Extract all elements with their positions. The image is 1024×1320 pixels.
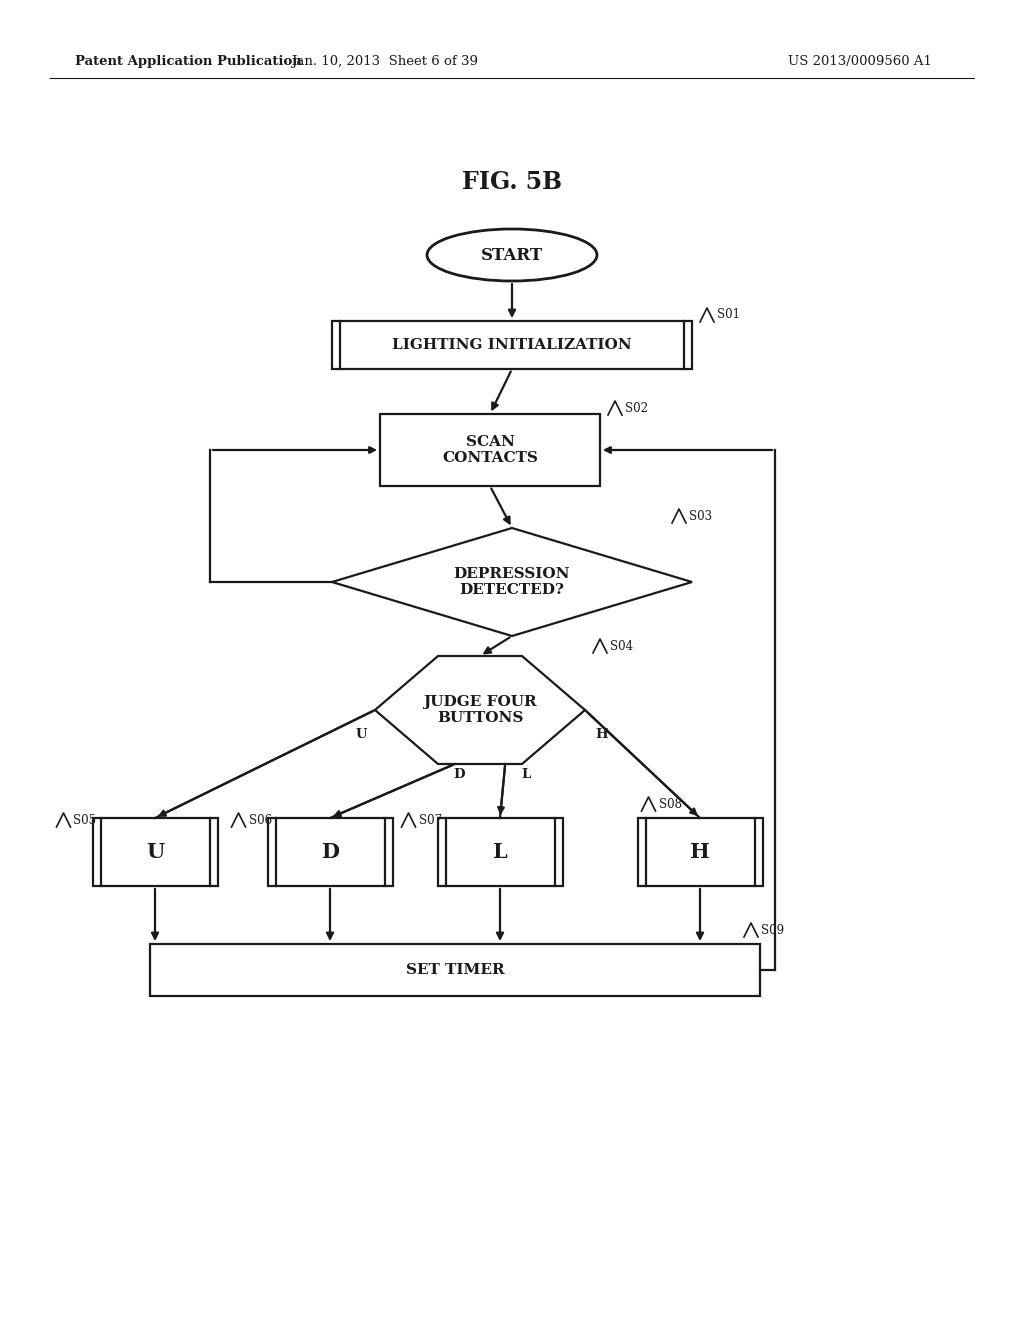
Text: S06: S06	[249, 813, 271, 826]
Text: U: U	[355, 729, 367, 741]
Text: S01: S01	[717, 309, 740, 322]
Text: H: H	[690, 842, 710, 862]
Text: LIGHTING INITIALIZATION: LIGHTING INITIALIZATION	[392, 338, 632, 352]
Text: Patent Application Publication: Patent Application Publication	[75, 55, 302, 69]
Text: JUDGE FOUR
BUTTONS: JUDGE FOUR BUTTONS	[423, 694, 537, 725]
Text: S04: S04	[610, 639, 633, 652]
Text: S05: S05	[74, 813, 96, 826]
Text: S08: S08	[658, 797, 682, 810]
Text: S09: S09	[761, 924, 784, 936]
Text: S07: S07	[419, 813, 441, 826]
Text: L: L	[521, 768, 530, 781]
Text: S03: S03	[689, 510, 712, 523]
Text: SET TIMER: SET TIMER	[406, 964, 504, 977]
Text: START: START	[481, 247, 543, 264]
Text: DEPRESSION
DETECTED?: DEPRESSION DETECTED?	[454, 566, 570, 597]
Text: L: L	[493, 842, 507, 862]
Text: S02: S02	[625, 401, 648, 414]
Text: D: D	[454, 768, 465, 781]
Text: H: H	[595, 729, 607, 741]
Text: US 2013/0009560 A1: US 2013/0009560 A1	[788, 55, 932, 69]
Text: D: D	[321, 842, 339, 862]
Text: FIG. 5B: FIG. 5B	[462, 170, 562, 194]
Text: U: U	[145, 842, 164, 862]
Text: SCAN
CONTACTS: SCAN CONTACTS	[442, 434, 538, 465]
Text: Jan. 10, 2013  Sheet 6 of 39: Jan. 10, 2013 Sheet 6 of 39	[292, 55, 478, 69]
